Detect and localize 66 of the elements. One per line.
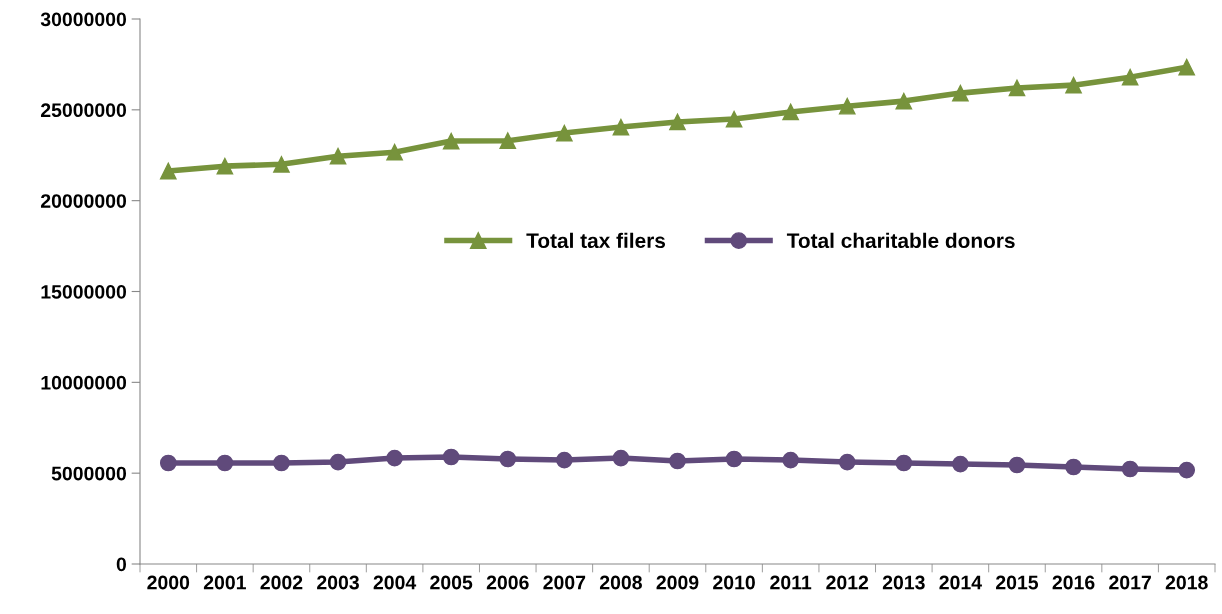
point: [499, 132, 517, 150]
legend-label: Total charitable donors: [786, 232, 1015, 249]
point: [669, 452, 686, 470]
point: [838, 97, 856, 115]
point: [159, 162, 177, 180]
x-tick-label: 2014: [939, 575, 982, 590]
point: [329, 453, 347, 471]
x-tick-label: 2018: [1165, 575, 1208, 590]
y-tick-label: 15000000: [41, 284, 127, 299]
point: [329, 147, 347, 165]
point: [895, 92, 913, 110]
x-tick-label: 2012: [826, 575, 869, 590]
point: [669, 113, 686, 131]
x-tick-label: 2013: [882, 575, 925, 590]
y-tick-label: 0: [116, 557, 127, 572]
point: [782, 451, 799, 469]
point: [1065, 458, 1082, 476]
point: [612, 118, 630, 136]
y-tick-label: 5000000: [51, 466, 127, 481]
point: [952, 84, 969, 102]
point: [499, 450, 517, 468]
point: [1008, 79, 1026, 97]
point: [1178, 58, 1196, 76]
y-tick-label: 25000000: [40, 103, 127, 118]
point: [273, 155, 290, 173]
point: [1178, 461, 1196, 479]
point: [442, 132, 460, 150]
x-tick-label: 2017: [1109, 575, 1151, 590]
point: [838, 453, 856, 471]
point: [895, 454, 913, 472]
x-tick-label: 2002: [260, 575, 303, 590]
point: [782, 103, 799, 121]
point: [556, 124, 573, 142]
point: [159, 454, 177, 472]
x-tick-label: 2003: [317, 575, 359, 590]
point: [1065, 76, 1082, 94]
legend-label: Total tax filers: [526, 232, 666, 249]
x-tick-label: 2001: [203, 575, 246, 590]
x-tick-label: 2006: [486, 575, 529, 590]
point: [725, 110, 743, 128]
point: [612, 449, 630, 467]
y-tick-label: 20000000: [40, 194, 127, 208]
point: [386, 143, 403, 161]
point: [273, 454, 290, 472]
x-tick-label: 2009: [656, 575, 699, 590]
point: [386, 449, 403, 467]
x-tick-label: 2010: [713, 575, 755, 590]
x-tick-label: 2016: [1052, 575, 1095, 590]
x-tick-label: 2005: [430, 575, 473, 590]
y-tick-label: 30000000: [40, 12, 127, 27]
point: [556, 451, 573, 469]
point: [952, 455, 969, 473]
y-tick-label: 10000000: [41, 375, 127, 390]
x-tick-label: 2004: [373, 575, 417, 590]
point: [216, 454, 234, 472]
point: [216, 157, 234, 175]
x-tick-label: 2008: [599, 575, 642, 590]
point: [1008, 456, 1026, 474]
point: [1121, 68, 1139, 86]
x-tick-label: 2007: [543, 575, 586, 590]
x-tick-label: 2011: [770, 575, 812, 590]
x-tick-label: 2015: [996, 575, 1039, 590]
point: [725, 450, 743, 468]
point: [1121, 460, 1139, 478]
x-tick-label: 2000: [147, 575, 190, 590]
point: [442, 448, 460, 466]
